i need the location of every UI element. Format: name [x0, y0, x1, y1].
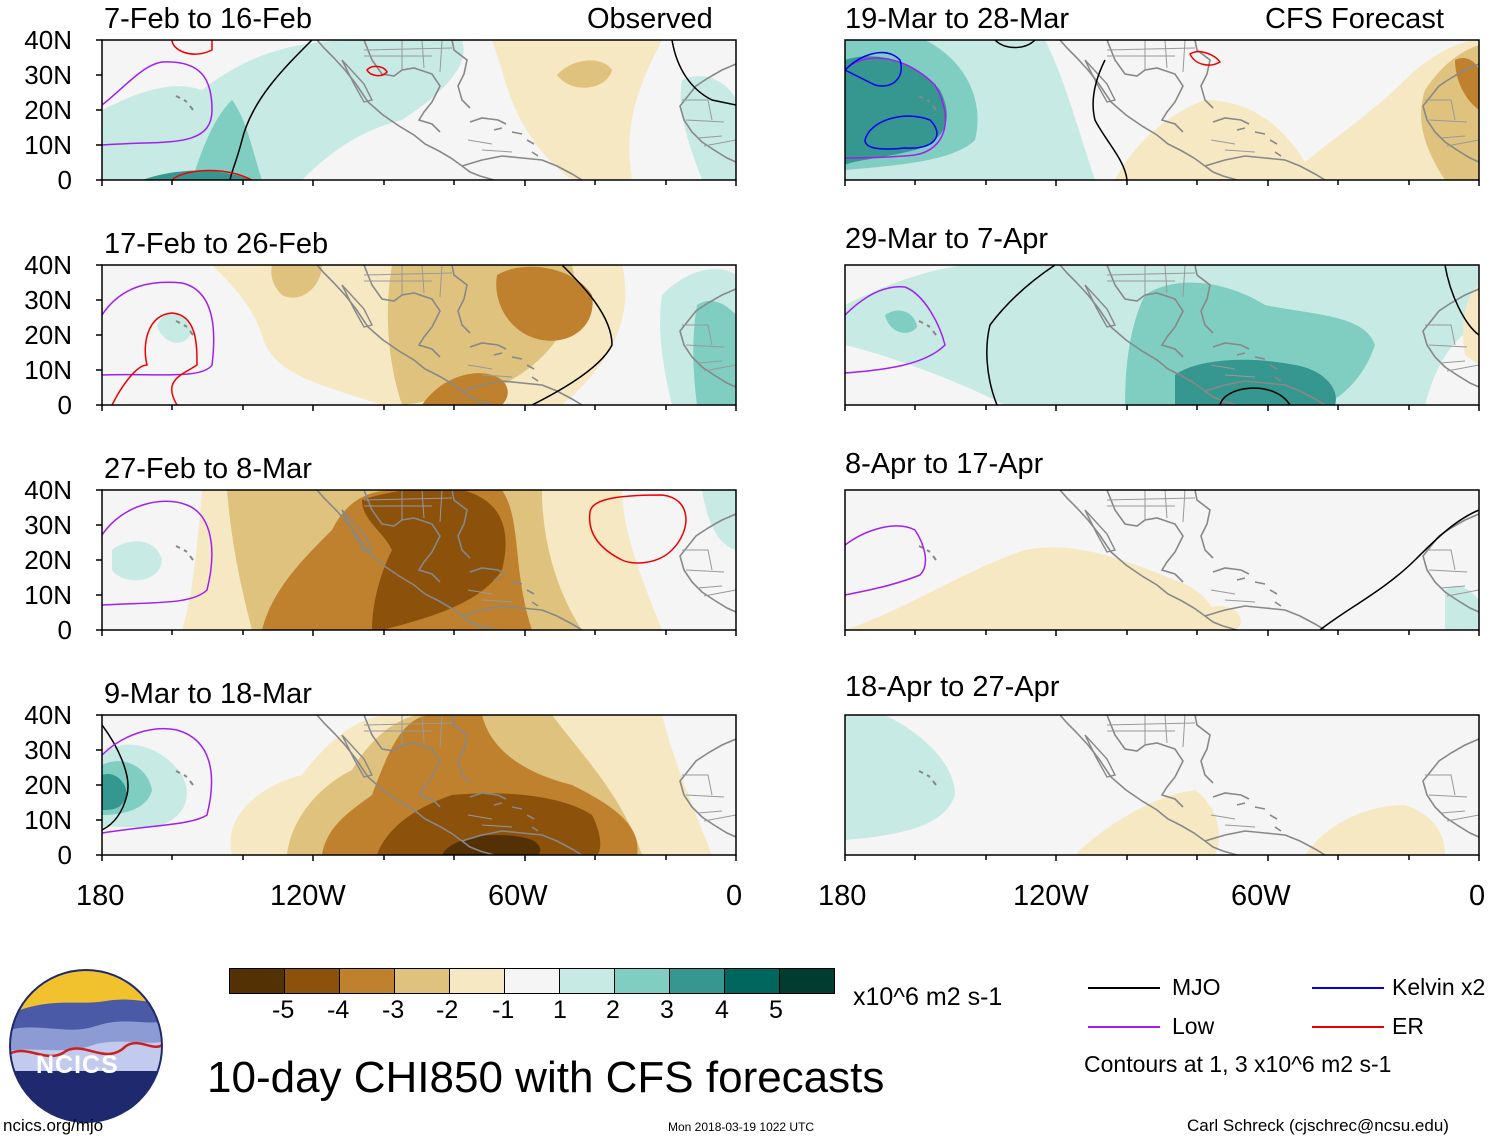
lat-label: 20N: [24, 545, 72, 575]
lat-label: 30N: [24, 285, 72, 315]
lon-label: 60W: [1231, 880, 1291, 912]
colorbar-swatch: [449, 969, 504, 993]
lat-label: 0: [57, 615, 72, 645]
colorbar-swatch: [394, 969, 449, 993]
axis-ticks: [96, 39, 1480, 861]
lat-label: 10N: [24, 805, 72, 835]
panel-title-7: 8-Apr to 17-Apr: [845, 448, 1044, 480]
colorbar-swatch: [779, 969, 834, 993]
lon-label: 60W: [488, 880, 548, 912]
contours-note: Contours at 1, 3 x10^6 m2 s-1: [1084, 1051, 1392, 1077]
map-panel-fcst-4: [844, 714, 1480, 856]
colorbar-label: -4: [327, 996, 350, 1024]
colorbar-label: 2: [606, 996, 620, 1024]
colorbar-label: -3: [382, 996, 405, 1024]
footer-url[interactable]: ncics.org/mjo: [3, 1116, 104, 1135]
colorbar-swatch: [339, 969, 394, 993]
colorbar-swatch: [504, 969, 559, 993]
colorbar-label: 5: [769, 996, 783, 1024]
legend-lines: [1088, 987, 1384, 1028]
lon-label: 0: [1469, 880, 1486, 912]
lat-label: 20N: [24, 320, 72, 350]
lat-label: 0: [57, 840, 72, 870]
colorbar-swatch: [559, 969, 614, 993]
colorbar-label: 3: [660, 996, 674, 1024]
legend-label-kelvin: Kelvin x2: [1392, 974, 1486, 1000]
observed-label: Observed: [587, 3, 713, 35]
lat-label: 10N: [24, 130, 72, 160]
map-panel-obs-3: [101, 489, 737, 631]
map-panel-obs-2: [101, 264, 737, 406]
lat-label: 30N: [24, 60, 72, 90]
panel-title-1: 7-Feb to 16-Feb: [104, 3, 312, 35]
legend-label-mjo: MJO: [1172, 974, 1221, 1000]
lat-label: 40N: [24, 250, 72, 280]
ncics-logo: [9, 969, 163, 1123]
colorbar-swatch: [284, 969, 339, 993]
colorbar-label: -2: [436, 996, 459, 1024]
legend-label-low: Low: [1172, 1013, 1215, 1039]
colorbar-swatch: [669, 969, 724, 993]
panel-title-6: 29-Mar to 7-Apr: [845, 223, 1049, 255]
lon-label: 120W: [1013, 880, 1089, 912]
lat-label: 20N: [24, 95, 72, 125]
logo-text: NCICS: [36, 1051, 119, 1079]
colorbar-label: 4: [715, 996, 729, 1024]
colorbar-swatch: [230, 969, 284, 993]
colorbar-swatch: [724, 969, 779, 993]
lon-label: 120W: [270, 880, 346, 912]
lat-label: 30N: [24, 735, 72, 765]
footer-timestamp: Mon 2018-03-19 1022 UTC: [668, 1120, 815, 1134]
lon-label: 0: [726, 880, 743, 912]
lat-label: 40N: [24, 25, 72, 55]
lat-label: 20N: [24, 770, 72, 800]
lon-label: 180: [76, 880, 125, 912]
map-panel-fcst-1: [844, 39, 1480, 181]
lat-label: 30N: [24, 510, 72, 540]
colorbar-units: x10^6 m2 s-1: [853, 983, 1003, 1011]
panel-title-2: 17-Feb to 26-Feb: [104, 228, 329, 260]
panel-title-5: 19-Mar to 28-Mar: [845, 3, 1070, 35]
lon-label: 180: [818, 880, 867, 912]
footer-credit: Carl Schreck (cjschrec@ncsu.edu): [1187, 1116, 1449, 1135]
map-panel-obs-1: [101, 39, 737, 181]
colorbar-swatch: [614, 969, 669, 993]
colorbar-label: 1: [553, 996, 567, 1024]
map-panel-obs-4: [101, 714, 737, 856]
map-panel-fcst-2: [844, 264, 1480, 406]
lat-label: 40N: [24, 700, 72, 730]
lat-label: 10N: [24, 355, 72, 385]
panel-title-8: 18-Apr to 27-Apr: [845, 671, 1060, 703]
forecast-label: CFS Forecast: [1265, 3, 1444, 35]
colorbar-label: -1: [492, 996, 515, 1024]
main-title: 10-day CHI850 with CFS forecasts: [207, 1053, 885, 1102]
panel-title-3: 27-Feb to 8-Mar: [104, 453, 312, 485]
lat-label: 0: [57, 390, 72, 420]
colorbar: [229, 968, 835, 994]
legend-label-er: ER: [1392, 1013, 1424, 1039]
panel-title-4: 9-Mar to 18-Mar: [104, 678, 312, 710]
lat-label: 40N: [24, 475, 72, 505]
lat-label: 10N: [24, 580, 72, 610]
colorbar-label: -5: [272, 996, 295, 1024]
lat-label: 0: [57, 165, 72, 195]
map-panel-fcst-3: [844, 489, 1480, 631]
